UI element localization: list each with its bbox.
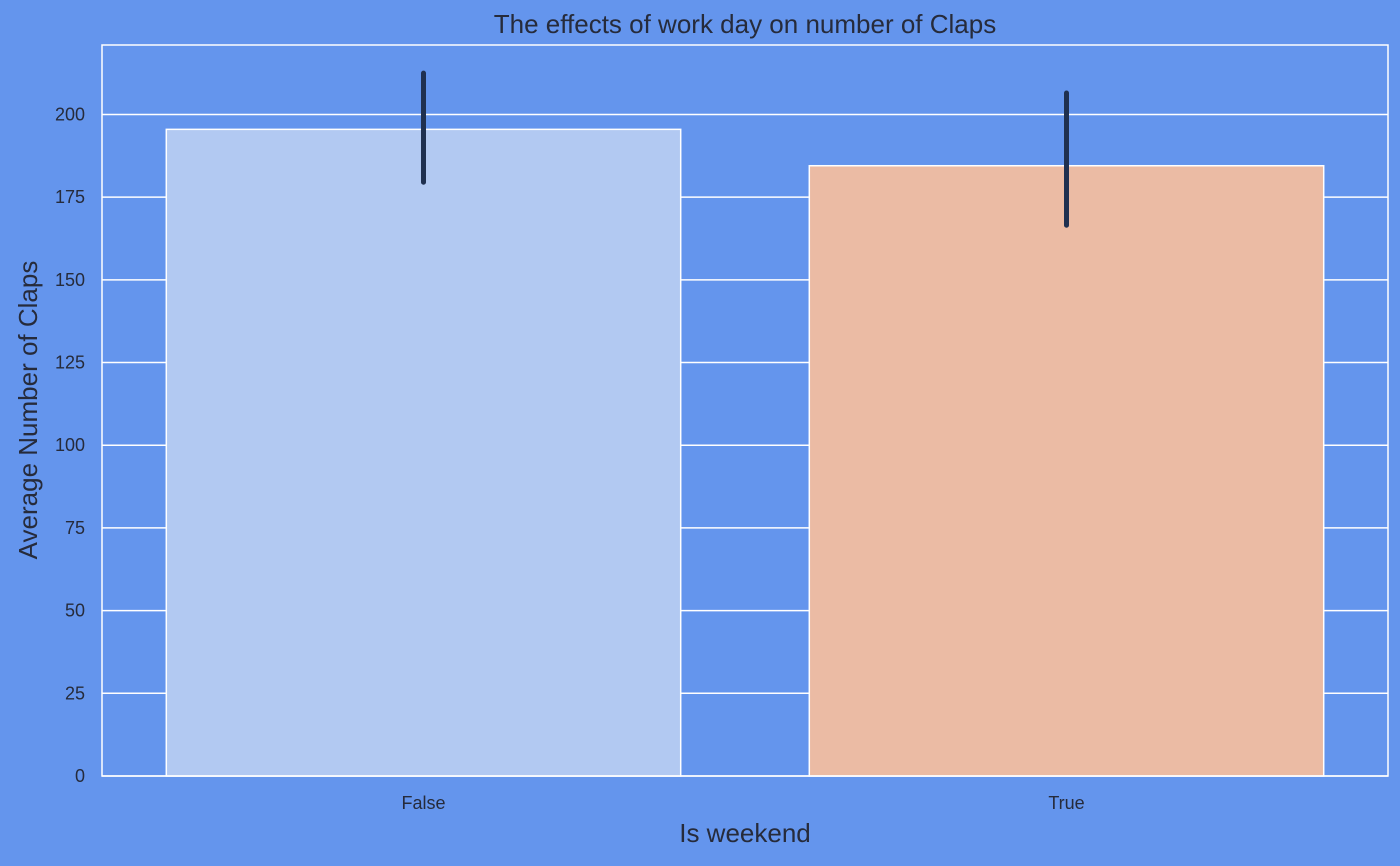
- x-tick-label: True: [1048, 793, 1084, 813]
- chart-title: The effects of work day on number of Cla…: [494, 9, 996, 39]
- y-tick-label: 125: [55, 353, 85, 373]
- x-axis-label: Is weekend: [679, 818, 811, 848]
- y-tick-label: 175: [55, 187, 85, 207]
- y-tick-label: 50: [65, 601, 85, 621]
- x-tick-label: False: [401, 793, 445, 813]
- bar-true: [808, 164, 1325, 777]
- y-tick-label: 75: [65, 518, 85, 538]
- tick-labels-layer: 0 25 50 75 100 125 150 175 200 False True: [55, 104, 1085, 813]
- bar-false: [165, 128, 682, 777]
- plot-frame: [101, 44, 1389, 777]
- y-tick-label: 150: [55, 270, 85, 290]
- error-bars-layer: [421, 70, 1069, 228]
- y-tick-label: 25: [65, 683, 85, 703]
- y-tick-label: 0: [75, 766, 85, 786]
- y-axis-label: Average Number of Claps: [13, 261, 43, 560]
- y-tick-label: 200: [55, 104, 85, 124]
- bars-layer: [165, 128, 1325, 777]
- y-tick-label: 100: [55, 435, 85, 455]
